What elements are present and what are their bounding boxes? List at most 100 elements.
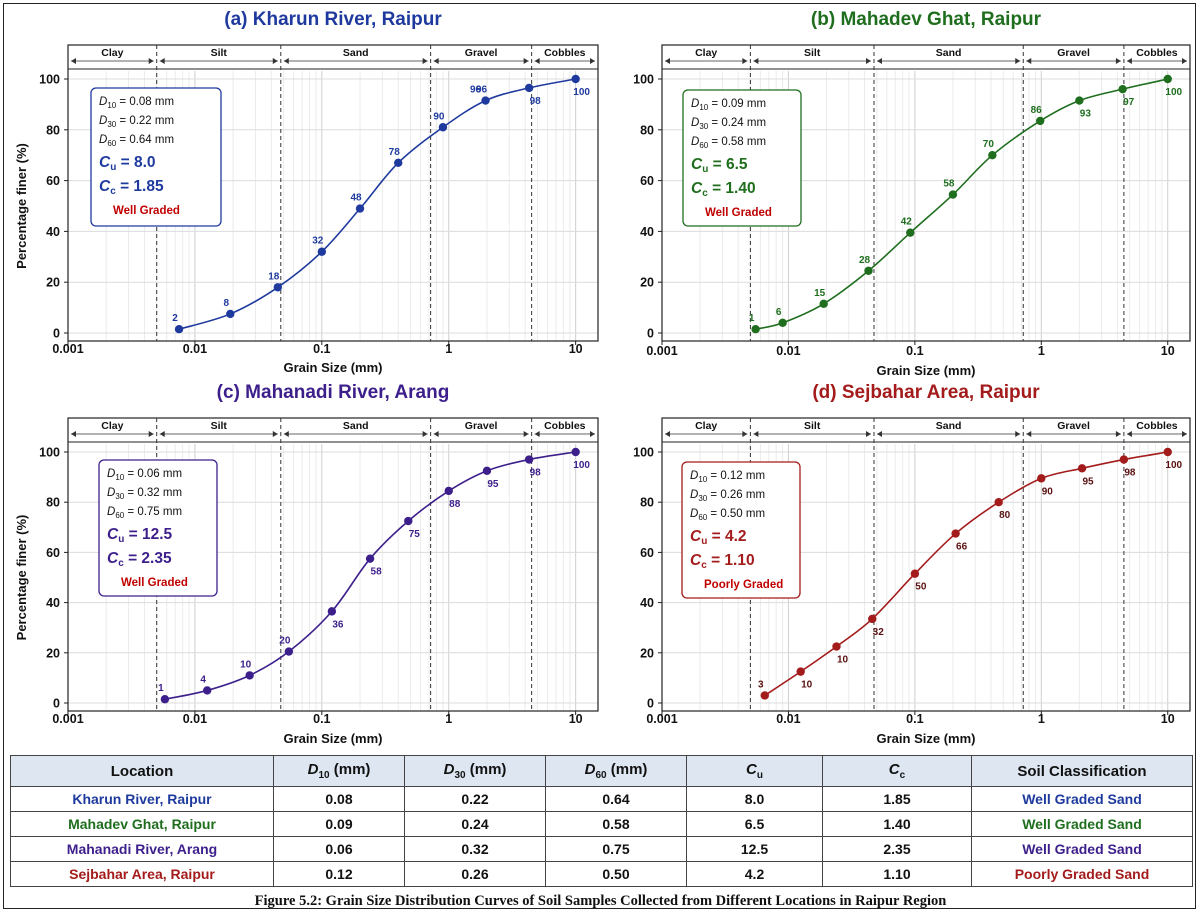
fraction-label: Sand — [343, 420, 369, 432]
y-tick-label: 100 — [633, 73, 654, 87]
cell-d30: 0.24 — [404, 811, 546, 837]
data-point — [778, 318, 787, 328]
x-tick-label: 0.001 — [52, 342, 83, 356]
y-axis-label: Percentage finer (%) — [14, 515, 29, 641]
d-value-60: D60 = 0.58 mm — [691, 136, 766, 150]
y-tick-label: 60 — [640, 546, 654, 560]
x-tick-label: 0.01 — [183, 712, 207, 726]
data-label: 78 — [389, 147, 401, 158]
y-tick-label: 80 — [640, 496, 654, 510]
cu-value: Cu = 12.5 — [107, 526, 173, 545]
data-label: 2 — [172, 313, 178, 324]
header-d10: D10 (mm) — [273, 755, 405, 787]
data-point — [203, 686, 212, 695]
cell-cc: 2.35 — [822, 836, 972, 862]
data-point — [482, 466, 492, 476]
data-label: 100 — [1165, 460, 1182, 471]
x-axis-label: Grain Size (mm) — [284, 360, 383, 375]
data-point — [832, 642, 841, 651]
y-tick-label: 80 — [46, 123, 60, 137]
data-point — [160, 695, 170, 704]
gradation-box — [682, 89, 802, 227]
data-point — [819, 299, 828, 308]
cell-cu: 6.5 — [686, 811, 823, 837]
data-label: 18 — [268, 271, 280, 282]
cu-value: Cu = 6.5 — [691, 156, 748, 175]
data-label: 32 — [312, 236, 324, 247]
fraction-label: Cobbles — [544, 47, 586, 59]
y-tick-label: 20 — [640, 646, 654, 660]
fraction-label: Silt — [804, 47, 821, 59]
fraction-label: Cobbles — [1136, 420, 1178, 432]
grade-label: Well Graded — [705, 207, 772, 219]
header-cc: Cc — [822, 755, 972, 787]
y-tick-label: 0 — [53, 327, 60, 341]
y-axis-label: Percentage finer (%) — [14, 143, 29, 269]
d-value-30: D30 = 0.24 mm — [691, 117, 766, 131]
cell-cu: 12.5 — [686, 836, 823, 862]
chart-panel-3: (c) Mahanadi River, Arang Clay Silt Sand Gra… — [14, 382, 599, 746]
cell-cc: 1.40 — [822, 811, 972, 837]
figure-frame — [3, 3, 1196, 909]
x-tick-label: 0.1 — [313, 342, 330, 356]
header-classification: Soil Classification — [971, 755, 1193, 787]
x-tick-label: 1 — [1038, 712, 1045, 726]
x-tick-label: 0.1 — [906, 712, 923, 726]
data-point — [1035, 116, 1045, 126]
data-label: 90 — [433, 111, 445, 122]
cu-value: Cu = 4.2 — [690, 528, 747, 547]
plot-frame — [661, 44, 1191, 342]
y-tick-label: 60 — [46, 174, 60, 188]
d-value-10: D10 = 0.06 mm — [107, 468, 182, 482]
data-label: 90 — [1042, 486, 1054, 497]
y-tick-label: 100 — [633, 446, 654, 460]
y-tick-label: 40 — [46, 596, 60, 610]
data-point — [751, 324, 760, 334]
data-label: 3 — [758, 679, 764, 690]
data-label: 10 — [837, 655, 849, 666]
series-line — [764, 451, 1168, 697]
data-label: 97 — [1123, 97, 1135, 108]
data-label: 58 — [943, 179, 955, 190]
chart-title: (b) Mahadev Ghat, Raipur — [811, 9, 1042, 30]
gradation-box — [90, 87, 222, 227]
data-label: 50 — [915, 582, 927, 593]
chart-panel-4: (d) Sejbahar Area, Raipur Clay Silt Sand Gra… — [633, 382, 1191, 746]
data-label: 28 — [859, 255, 871, 266]
charts-canvas: (a) Kharun River, Raipur Clay Silt Sand Grav… — [14, 9, 1191, 746]
y-tick-label: 40 — [46, 225, 60, 239]
y-tick-label: 0 — [53, 697, 60, 711]
data-point — [365, 554, 375, 563]
data-point — [174, 324, 184, 334]
x-axis-label: Grain Size (mm) — [877, 363, 976, 378]
data-point — [524, 455, 534, 464]
summary-table: Location D10 (mm) D30 (mm) D60 (mm) Cu C… — [10, 755, 1193, 887]
data-point — [868, 614, 877, 624]
data-point — [906, 228, 915, 237]
cc-value: Cc = 1.10 — [690, 552, 755, 571]
data-point — [1119, 455, 1129, 464]
x-tick-label: 0.01 — [183, 342, 207, 356]
gradation-box — [681, 461, 801, 599]
cell-d60: 0.75 — [545, 836, 687, 862]
cell-cu: 4.2 — [686, 861, 823, 887]
data-label: 10 — [801, 680, 813, 691]
data-label: 58 — [371, 567, 383, 578]
cu-value: Cu = 8.0 — [99, 154, 156, 173]
data-point — [864, 266, 873, 275]
chart-title: (c) Mahanadi River, Arang — [217, 382, 450, 403]
data-label: 48 — [350, 193, 362, 204]
data-point — [571, 447, 580, 457]
cc-value: Cc = 2.35 — [107, 550, 172, 569]
data-label: 88 — [449, 499, 461, 510]
grade-label: Well Graded — [121, 577, 188, 589]
cell-location: Mahanadi River, Arang — [10, 836, 274, 862]
d-value-10: D10 = 0.08 mm — [99, 96, 174, 110]
y-tick-label: 100 — [39, 73, 60, 87]
y-tick-label: 60 — [46, 546, 60, 560]
x-tick-label: 1 — [1038, 344, 1045, 358]
data-label: 93 — [1080, 109, 1092, 120]
data-label: 10 — [240, 659, 252, 670]
data-point — [1118, 84, 1127, 94]
x-axis-label: Grain Size (mm) — [877, 731, 976, 746]
